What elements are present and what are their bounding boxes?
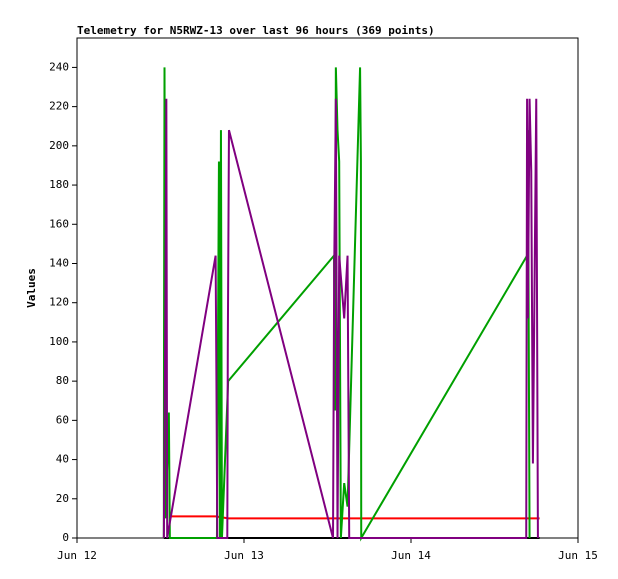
x-tick-label: Jun 13 [224, 549, 264, 562]
y-tick-label: 200 [49, 139, 69, 152]
y-tick-label: 100 [49, 335, 69, 348]
x-tick-label: Jun 15 [558, 549, 598, 562]
y-tick-label: 40 [56, 453, 69, 466]
y-tick-label: 240 [49, 60, 69, 73]
x-tick-label: Jun 12 [57, 549, 97, 562]
x-tick-label: Jun 14 [391, 549, 431, 562]
y-tick-label: 140 [49, 256, 69, 269]
y-axis-label: Values [25, 268, 38, 308]
y-tick-label: 0 [62, 531, 69, 544]
y-tick-label: 180 [49, 178, 69, 191]
y-tick-label: 220 [49, 100, 69, 113]
y-tick-label: 60 [56, 413, 69, 426]
y-tick-label: 80 [56, 374, 69, 387]
y-tick-label: 120 [49, 296, 69, 309]
y-tick-label: 20 [56, 492, 69, 505]
y-tick-label: 160 [49, 217, 69, 230]
series-line [162, 98, 539, 539]
chart-title: Telemetry for N5RWZ-13 over last 96 hour… [77, 24, 435, 37]
